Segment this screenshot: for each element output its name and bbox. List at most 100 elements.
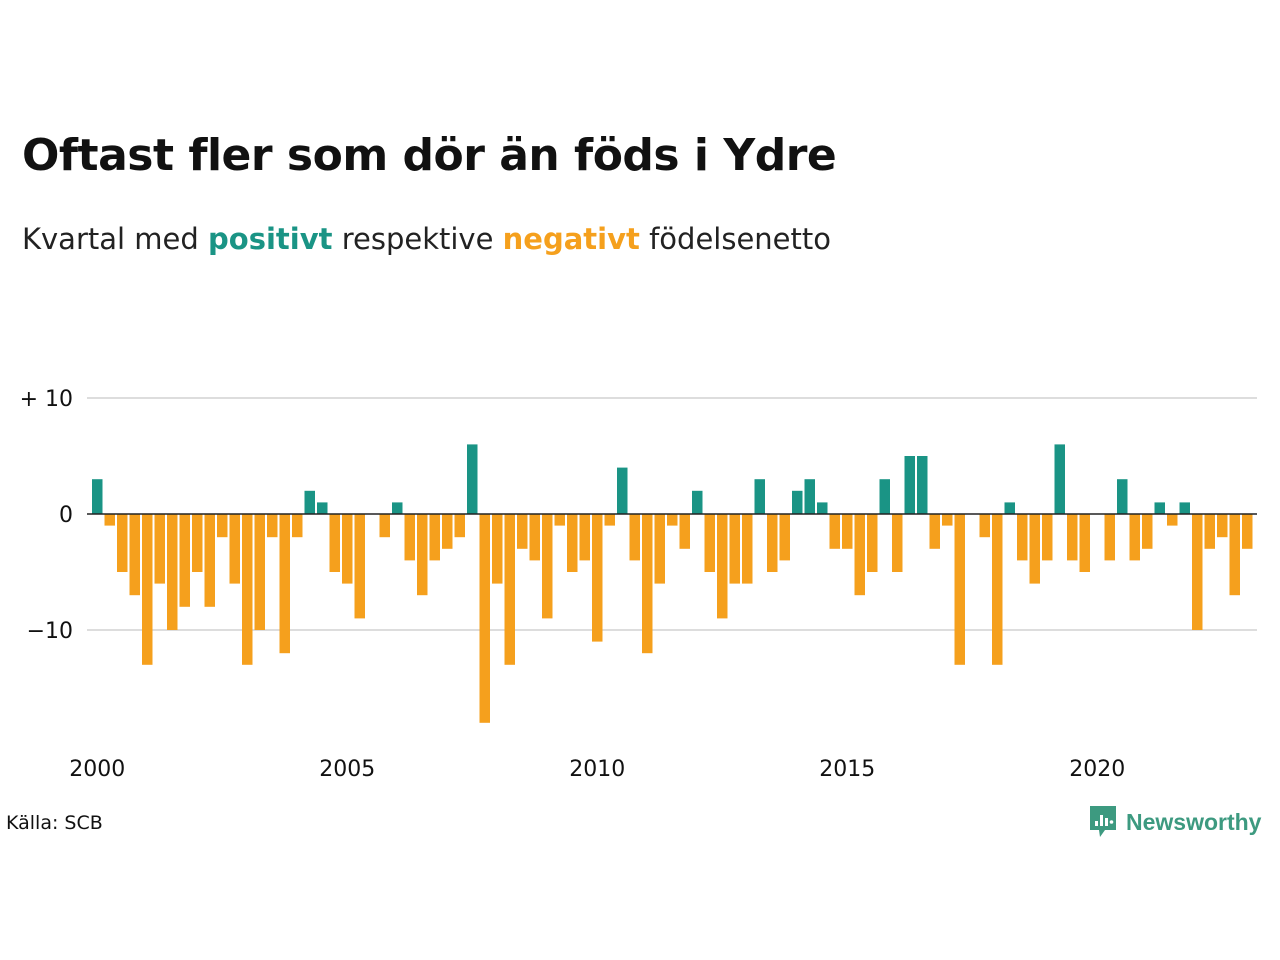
bar bbox=[329, 514, 340, 572]
bar bbox=[204, 514, 215, 607]
bar bbox=[792, 490, 803, 514]
bar bbox=[554, 514, 565, 526]
bar bbox=[467, 444, 478, 514]
bar bbox=[779, 514, 790, 561]
bar bbox=[492, 514, 503, 584]
bar bbox=[1154, 502, 1165, 514]
bar bbox=[542, 514, 553, 619]
bar bbox=[854, 514, 865, 596]
bar bbox=[1104, 514, 1115, 561]
bar bbox=[92, 479, 103, 514]
bar bbox=[1079, 514, 1090, 572]
x-tick-label: 2020 bbox=[1069, 757, 1125, 782]
bar bbox=[692, 490, 703, 514]
bar bbox=[154, 514, 165, 584]
x-tick-label: 2015 bbox=[819, 757, 875, 782]
bar bbox=[754, 479, 765, 514]
bar bbox=[479, 514, 490, 723]
bar bbox=[1042, 514, 1053, 561]
y-tick-label: + 10 bbox=[20, 387, 73, 412]
bar bbox=[679, 514, 690, 549]
subtitle-middle: respektive bbox=[341, 222, 494, 256]
subtitle-positive-word: positivt bbox=[208, 222, 333, 256]
bar bbox=[842, 514, 853, 549]
bar bbox=[629, 514, 640, 561]
bar bbox=[867, 514, 878, 572]
bar bbox=[1192, 514, 1203, 630]
bar bbox=[292, 514, 303, 538]
bar bbox=[742, 514, 753, 584]
bar bbox=[454, 514, 465, 538]
bar bbox=[729, 514, 740, 584]
bar bbox=[642, 514, 653, 654]
y-tick-label: 0 bbox=[59, 503, 73, 528]
x-axis-labels: 2000 2005 2010 2015 2020 bbox=[69, 757, 1125, 782]
bar bbox=[804, 479, 815, 514]
bar bbox=[442, 514, 453, 549]
bar bbox=[104, 514, 115, 526]
brand-name: Newsworthy bbox=[1126, 808, 1262, 835]
bar bbox=[129, 514, 140, 596]
bar bbox=[392, 502, 403, 514]
bar bbox=[267, 514, 278, 538]
subtitle-suffix: födelsenetto bbox=[649, 222, 831, 256]
bar bbox=[879, 479, 890, 514]
bar bbox=[229, 514, 240, 584]
bar bbox=[317, 502, 328, 514]
bar bbox=[592, 514, 603, 642]
bar bbox=[517, 514, 528, 549]
bar bbox=[604, 514, 615, 526]
subtitle-negative-word: negativt bbox=[502, 222, 640, 256]
bar bbox=[254, 514, 265, 630]
bar bbox=[617, 467, 628, 514]
bar bbox=[504, 514, 515, 665]
y-tick-label: −10 bbox=[27, 619, 73, 644]
bar bbox=[217, 514, 228, 538]
bar bbox=[167, 514, 178, 630]
bar bbox=[942, 514, 953, 526]
bar bbox=[1142, 514, 1153, 549]
bar bbox=[192, 514, 203, 572]
bar bbox=[304, 490, 315, 514]
bar bbox=[404, 514, 415, 561]
bar bbox=[929, 514, 940, 549]
x-tick-label: 2005 bbox=[319, 757, 375, 782]
bar bbox=[654, 514, 665, 584]
bar bbox=[417, 514, 428, 596]
bar bbox=[567, 514, 578, 572]
bar bbox=[1117, 479, 1128, 514]
chart-subtitle: Kvartal med positivt respektive negativt… bbox=[22, 222, 831, 256]
bars bbox=[92, 444, 1253, 723]
bar bbox=[529, 514, 540, 561]
bar bbox=[117, 514, 128, 572]
bar bbox=[242, 514, 253, 665]
bar bbox=[1029, 514, 1040, 584]
bar bbox=[817, 502, 828, 514]
brand-logo: Newsworthy bbox=[1088, 804, 1261, 840]
bar bbox=[429, 514, 440, 561]
bar bbox=[1242, 514, 1253, 549]
bar bbox=[142, 514, 153, 665]
bar bbox=[829, 514, 840, 549]
bar bbox=[1004, 502, 1015, 514]
y-axis-labels: + 10 0 −10 bbox=[20, 387, 73, 644]
bar bbox=[1129, 514, 1140, 561]
bar bbox=[917, 456, 928, 514]
chart-title: Oftast fler som dör än föds i Ydre bbox=[22, 130, 837, 181]
source-note: Källa: SCB bbox=[6, 812, 103, 834]
bar bbox=[954, 514, 965, 665]
bar bbox=[1204, 514, 1215, 549]
bar bbox=[1054, 444, 1065, 514]
bar bbox=[1067, 514, 1078, 561]
bar bbox=[579, 514, 590, 561]
bar bbox=[1167, 514, 1178, 526]
bar bbox=[717, 514, 728, 619]
bar bbox=[904, 456, 915, 514]
x-tick-label: 2010 bbox=[569, 757, 625, 782]
bar bbox=[767, 514, 778, 572]
newsworthy-logo-icon bbox=[1090, 806, 1116, 837]
bar bbox=[1229, 514, 1240, 596]
x-tick-label: 2000 bbox=[69, 757, 125, 782]
bar bbox=[892, 514, 903, 572]
